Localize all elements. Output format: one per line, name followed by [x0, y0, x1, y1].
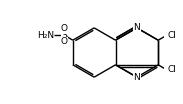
Text: Cl: Cl	[167, 65, 176, 74]
Text: S: S	[61, 31, 67, 40]
Text: O: O	[61, 24, 68, 33]
Text: Cl: Cl	[167, 31, 176, 40]
Text: O: O	[61, 37, 68, 46]
Text: H₂N: H₂N	[37, 31, 54, 40]
Text: N: N	[133, 73, 140, 82]
Text: N: N	[133, 23, 140, 32]
